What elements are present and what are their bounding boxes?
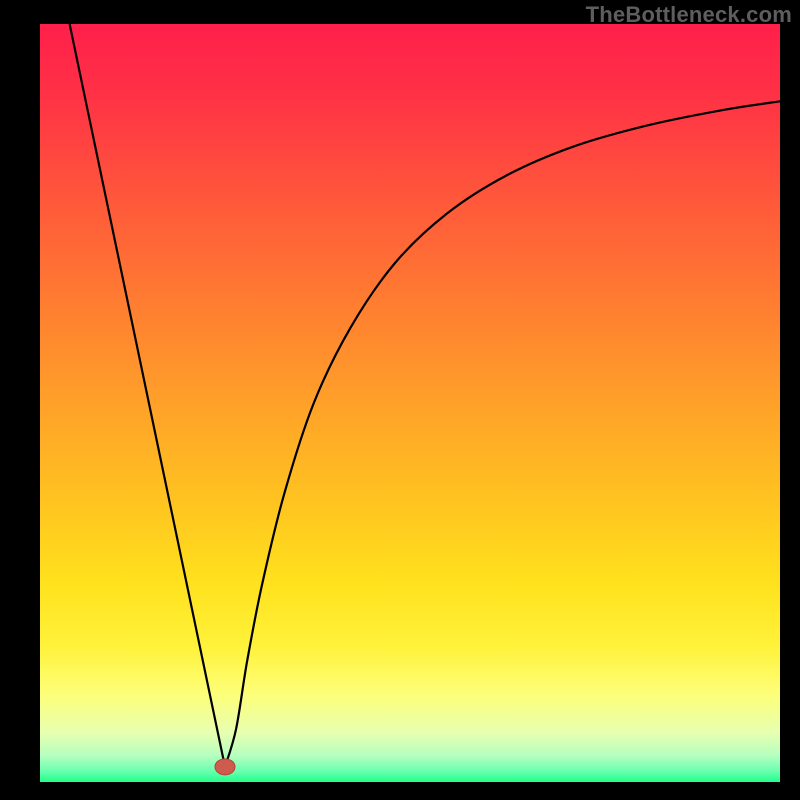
plot-area [40,24,780,782]
chart-frame: TheBottleneck.com [0,0,800,800]
minimum-marker [215,759,235,775]
watermark-text: TheBottleneck.com [586,2,792,28]
gradient-background [40,24,780,782]
